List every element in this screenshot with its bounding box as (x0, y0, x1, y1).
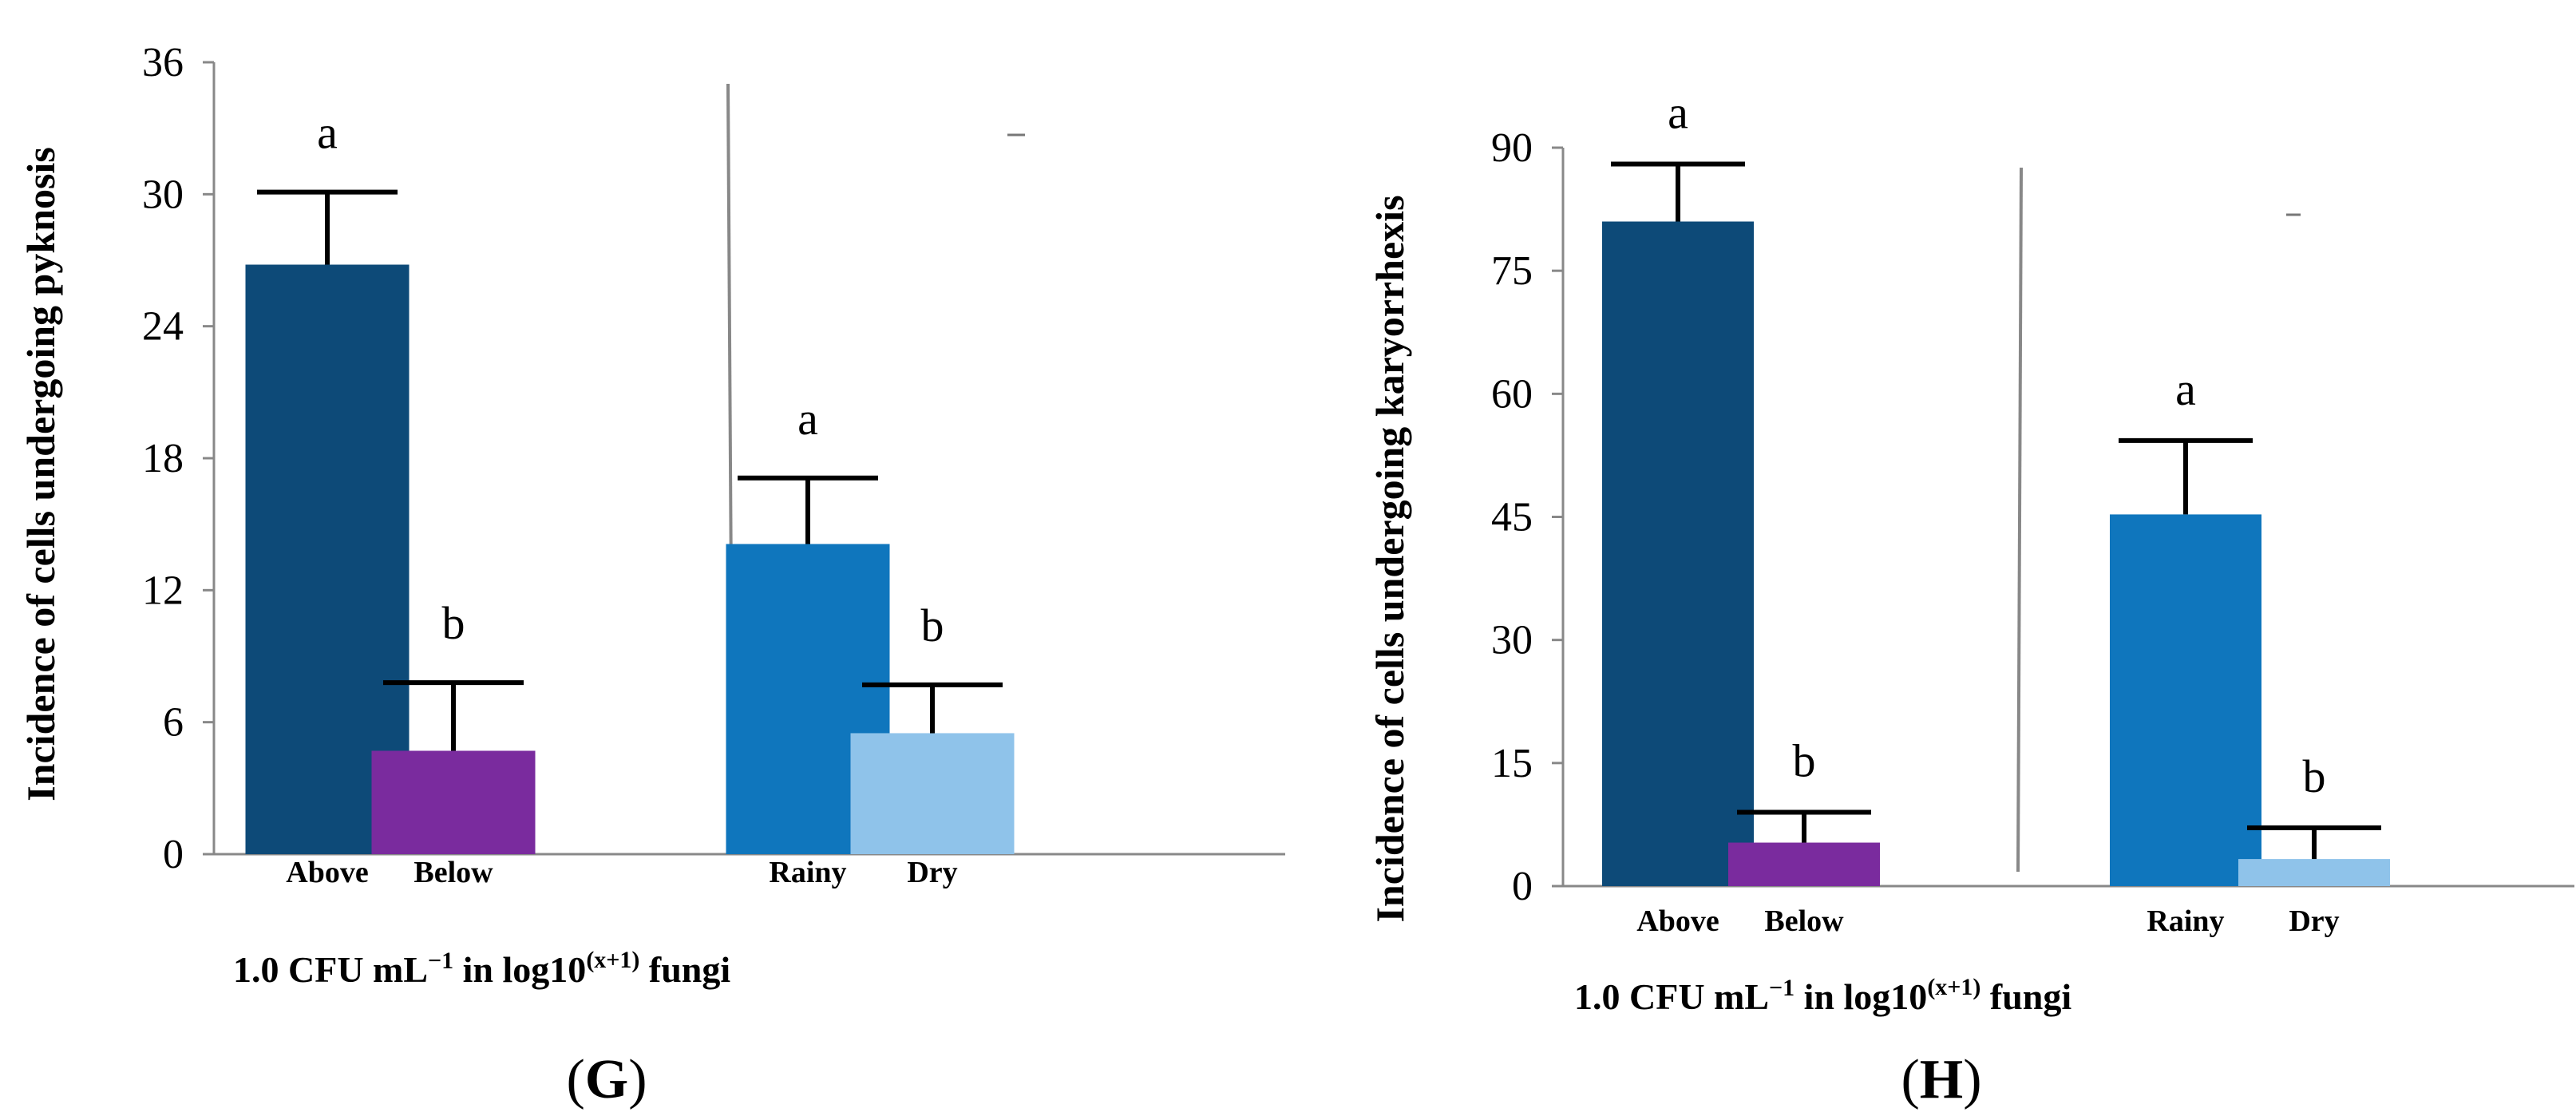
y-tick-label: 24 (142, 304, 184, 350)
significance-letter: b (1793, 735, 1816, 787)
y-tick-label: 15 (1491, 741, 1533, 786)
bar-dry (850, 733, 1015, 854)
chart-panel-g: 0 6 12 18 24 30 36 a b a b Above Below Rainy Dry Inc… (18, 40, 1285, 1110)
x-category-label: Below (1764, 904, 1844, 938)
bar-above (1602, 221, 1754, 886)
x-category-label: Below (414, 856, 493, 889)
significance-letter: a (2175, 363, 2196, 415)
bar-dry (2238, 859, 2390, 886)
significance-letter: a (1668, 87, 1688, 139)
x-category-label: Dry (907, 856, 957, 889)
y-tick-label: 75 (1491, 248, 1533, 294)
x-category-label: Rainy (2147, 904, 2224, 938)
significance-letter: b (442, 597, 465, 649)
panel-label: (H) (1901, 1049, 1981, 1110)
y-tick-label: 45 (1491, 495, 1533, 540)
significance-letter: a (317, 107, 338, 159)
x-category-label: Above (1636, 904, 1719, 938)
x-category-label: Above (286, 856, 368, 889)
panel-label: (G) (566, 1049, 647, 1110)
y-axis-title: Incidence of cells undergoing karyorrhex… (1367, 195, 1412, 922)
y-tick-label: 36 (142, 40, 184, 85)
y-tick-label: 0 (163, 832, 184, 877)
y-tick-label: 30 (142, 172, 184, 217)
bar-rainy (2110, 514, 2261, 886)
y-tick-label: 90 (1491, 125, 1533, 171)
significance-letter: b (2303, 750, 2326, 802)
bar-below (1728, 842, 1880, 886)
x-axis-title: 1.0 CFU mL−1 in log10(x+1) fungi (233, 947, 730, 990)
bar-below (371, 750, 536, 854)
x-axis-title: 1.0 CFU mL−1 in log10(x+1) fungi (1574, 974, 2071, 1017)
y-tick-label: 60 (1491, 371, 1533, 417)
y-tick-label: 30 (1491, 618, 1533, 663)
y-tick-label: 12 (142, 568, 184, 613)
y-tick-label: 0 (1512, 864, 1533, 909)
significance-letter: b (921, 600, 944, 651)
chart-panel-h: 0 15 30 45 60 75 90 a b a b Above Below Rainy Dry In… (1367, 87, 2574, 1110)
y-tick-label: 6 (163, 700, 184, 746)
significance-letter: a (797, 393, 818, 445)
group-divider (2016, 167, 2023, 873)
y-tick-label: 18 (142, 436, 184, 481)
x-category-label: Dry (2289, 904, 2339, 938)
y-axis-title: Incidence of cells undergoing pyknosis (18, 147, 63, 801)
x-category-label: Rainy (769, 856, 846, 889)
